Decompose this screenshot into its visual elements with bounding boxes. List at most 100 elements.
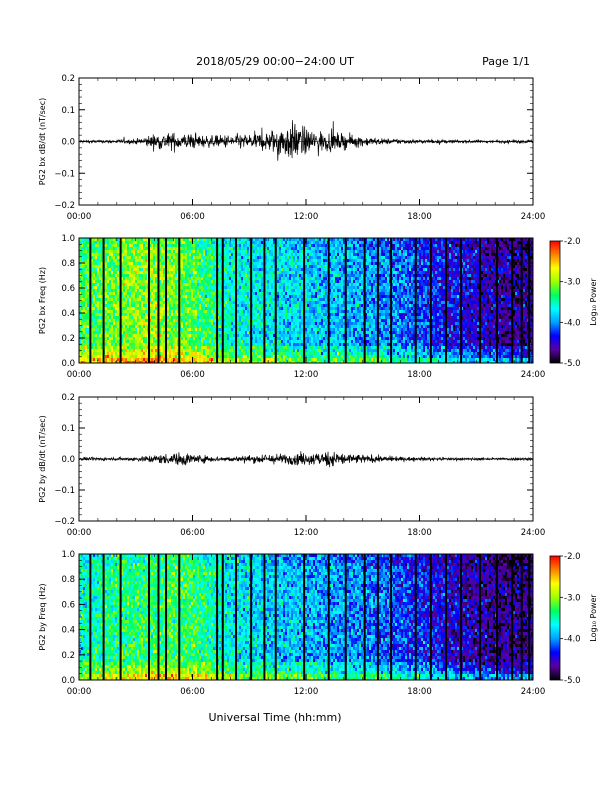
- colorbar-tick-label: -5.0: [564, 676, 581, 686]
- data-gap-line: [274, 554, 277, 680]
- data-gap-line: [165, 554, 168, 680]
- y-tick-label: 0.0: [61, 138, 75, 148]
- data-gap-line: [511, 554, 514, 680]
- x-tick-label: 24:00: [521, 687, 546, 697]
- y-tick-label: −0.2: [54, 201, 75, 211]
- panel-by-dbdt: 0.2 0.1 0.0 −0.1 −0.200:00 06:00 12:00 18:00 24:…: [38, 393, 545, 538]
- y-tick-label: 0.0: [61, 455, 75, 465]
- dbdt-trace: [78, 120, 534, 161]
- colorbar-tick-label: -2.0: [564, 552, 581, 562]
- data-gap-line: [376, 238, 379, 363]
- y-tick-label: 0.2: [61, 334, 75, 344]
- panel-by-spectrogram: 1.0 0.8 0.6 0.4 0.2 0.000:00 06:00 12:00 18:00 24…: [38, 550, 545, 697]
- data-gap-line: [274, 238, 277, 363]
- data-gap-line: [414, 554, 417, 680]
- data-gap-line: [520, 238, 523, 363]
- x-tick-label: 00:00: [67, 370, 92, 380]
- x-tick-label: 12:00: [294, 528, 319, 538]
- data-gap-line: [263, 238, 266, 363]
- x-tick-label: 06:00: [180, 528, 205, 538]
- x-tick-label: 24:00: [521, 212, 546, 222]
- y-tick-label: 0.0: [61, 676, 75, 686]
- colorbar-tick-label: -3.0: [564, 278, 581, 288]
- data-gap-line: [221, 238, 224, 363]
- colorbar-gradient: [549, 240, 561, 364]
- x-tick-label: 12:00: [294, 370, 319, 380]
- data-gap-line: [444, 554, 447, 680]
- x-tick-label: 12:00: [294, 212, 319, 222]
- data-gap-line: [119, 554, 122, 680]
- y-tick-label: −0.1: [54, 169, 75, 179]
- data-gap-line: [250, 238, 253, 363]
- data-gap-line: [157, 238, 160, 363]
- data-gap-line: [528, 238, 531, 363]
- x-tick-label: 24:00: [521, 370, 546, 380]
- data-gap-line: [479, 238, 482, 363]
- data-gap-line: [178, 554, 181, 680]
- data-gap-line: [496, 238, 499, 363]
- colorbar-label: Log₁₀ Power: [589, 594, 598, 642]
- data-gap-line: [250, 554, 253, 680]
- data-gap-line: [344, 238, 347, 363]
- data-gap-line: [147, 554, 150, 680]
- data-gap-line: [178, 238, 181, 363]
- data-gap-line: [327, 238, 330, 363]
- y-tick-label: 0.4: [61, 626, 75, 636]
- colorbar-by: -2.0 -3.0 -4.0 -5.0 Log₁₀ Power: [549, 552, 598, 686]
- data-gap-line: [460, 554, 463, 680]
- data-gap-line: [216, 238, 219, 363]
- colorbar-label: Log₁₀ Power: [589, 278, 598, 326]
- data-gap-line: [528, 554, 531, 680]
- x-tick-label: 00:00: [67, 528, 92, 538]
- colorbar-tick-label: -4.0: [564, 318, 581, 328]
- colorbar-tick-label: -3.0: [564, 593, 581, 603]
- y-tick-label: −0.2: [54, 517, 75, 527]
- data-gap-line: [303, 238, 306, 363]
- x-tick-label: 18:00: [407, 687, 432, 697]
- data-gap-line: [511, 238, 514, 363]
- y-tick-label: 0.6: [61, 600, 75, 610]
- y-tick-label: 1.0: [61, 234, 75, 244]
- x-tick-label: 24:00: [521, 528, 546, 538]
- y-tick-label: 0.0: [61, 359, 75, 369]
- data-gap-line: [235, 238, 238, 363]
- panel-bx-dbdt: 0.2 0.1 0.0 −0.1 −0.200:00 06:00 12:00 18:00 24:…: [38, 74, 545, 222]
- y-axis-label: PG2 by dB/dt (nT/sec): [38, 415, 47, 502]
- colorbar-tick-label: -4.0: [564, 635, 581, 645]
- x-tick-label: 06:00: [180, 370, 205, 380]
- x-tick-label: 00:00: [67, 687, 92, 697]
- data-gap-line: [496, 554, 499, 680]
- data-gap-line: [479, 554, 482, 680]
- dbdt-trace: [78, 451, 534, 468]
- data-gap-line: [303, 554, 306, 680]
- data-gap-line: [157, 554, 160, 680]
- data-gap-line: [216, 554, 219, 680]
- data-gap-line: [376, 554, 379, 680]
- data-gap-line: [221, 554, 224, 680]
- x-tick-label: 12:00: [294, 687, 319, 697]
- data-gap-line: [147, 238, 150, 363]
- y-tick-label: 0.2: [61, 393, 75, 403]
- y-axis-label: PG2 by Freq (Hz): [38, 583, 47, 650]
- data-gap-line: [414, 238, 417, 363]
- y-tick-label: 0.2: [61, 74, 75, 84]
- x-axis-label: Universal Time (hh:mm): [209, 711, 342, 724]
- spectrogram-cells: [79, 554, 533, 680]
- colorbar-tick-label: -2.0: [564, 237, 581, 247]
- colorbar-tick-label: -5.0: [564, 359, 581, 369]
- data-gap-line: [429, 554, 432, 680]
- spectrogram-cells: [79, 238, 533, 363]
- colorbar-gradient: [549, 555, 561, 681]
- y-tick-label: 0.4: [61, 309, 75, 319]
- page-title: 2018/05/29 00:00−24:00 UT: [196, 55, 354, 68]
- data-gap-line: [165, 238, 168, 363]
- data-gap-line: [327, 554, 330, 680]
- data-gap-line: [444, 238, 447, 363]
- data-gap-line: [520, 554, 523, 680]
- data-gap-line: [102, 238, 105, 363]
- data-gap-line: [429, 238, 432, 363]
- panel-bx-spectrogram: 1.0 0.8 0.6 0.4 0.2 0.000:00 06:00 12:00 18:00 24…: [38, 234, 545, 380]
- data-gap-line: [102, 554, 105, 680]
- y-tick-label: 0.6: [61, 284, 75, 294]
